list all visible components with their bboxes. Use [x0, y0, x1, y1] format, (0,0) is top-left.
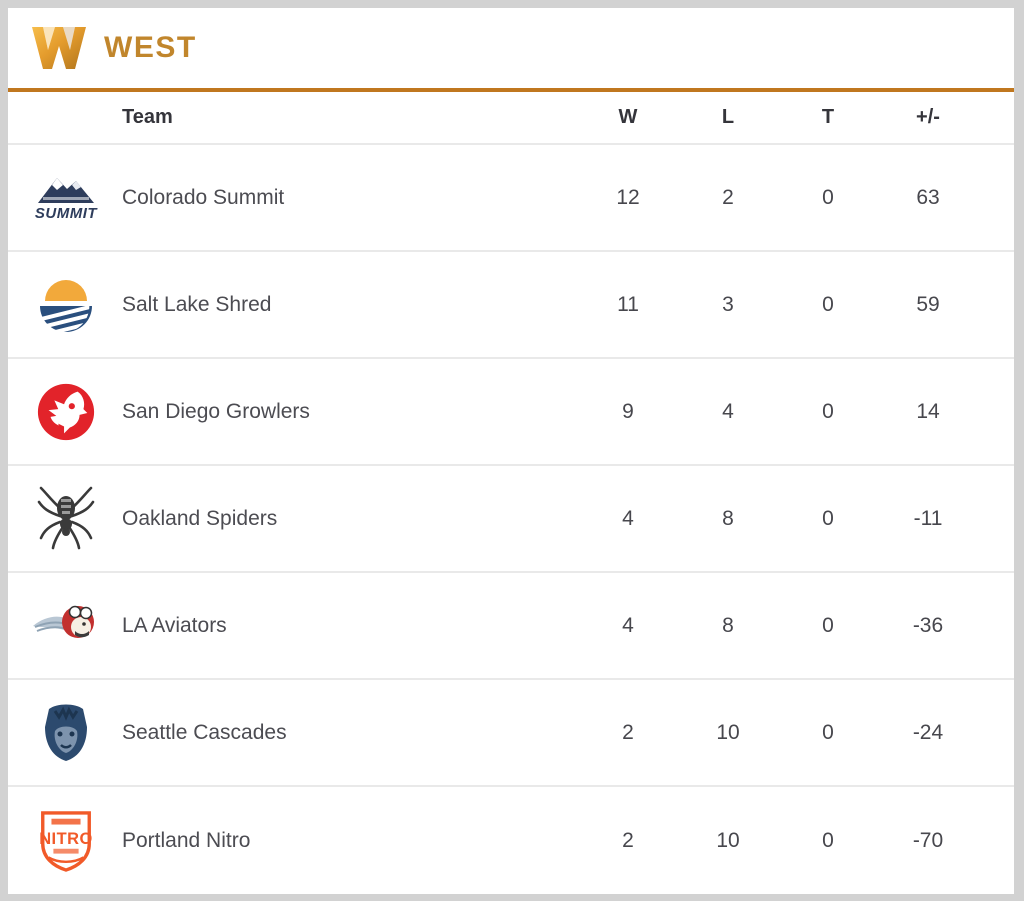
losses-value: 8 — [722, 613, 734, 637]
losses-value: 2 — [722, 185, 734, 209]
ties-value: 0 — [822, 185, 834, 209]
standings-rows: SUMMIT Colorado Summit 12 2 0 63 Salt La… — [8, 145, 1014, 894]
team-name: Colorado Summit — [122, 185, 285, 209]
la-aviators-logo — [28, 584, 104, 668]
losses-value: 10 — [716, 828, 740, 852]
wins-value: 2 — [622, 828, 634, 852]
team-name: LA Aviators — [122, 613, 227, 637]
ties-value: 0 — [822, 828, 834, 852]
ties-value: 0 — [822, 399, 834, 423]
portland-nitro-logo: NITRO — [28, 799, 104, 883]
team-cell: San Diego Growlers — [8, 370, 578, 454]
team-name: Salt Lake Shred — [122, 292, 272, 316]
ties-value: 0 — [822, 506, 834, 530]
san-diego-growlers-logo — [28, 370, 104, 454]
svg-text:SUMMIT: SUMMIT — [35, 205, 98, 222]
wins-value: 9 — [622, 399, 634, 423]
plus-minus-value: 63 — [916, 185, 940, 209]
table-row[interactable]: Seattle Cascades 2 10 0 -24 — [8, 680, 1014, 787]
ties-value: 0 — [822, 613, 834, 637]
table-row[interactable]: Oakland Spiders 4 8 0 -11 — [8, 466, 1014, 573]
table-row[interactable]: LA Aviators 4 8 0 -36 — [8, 573, 1014, 680]
team-cell: LA Aviators — [8, 584, 578, 668]
ties-value: 0 — [822, 292, 834, 316]
wins-value: 4 — [622, 613, 634, 637]
losses-value: 8 — [722, 506, 734, 530]
plus-minus-value: -24 — [912, 720, 944, 744]
team-name: San Diego Growlers — [122, 399, 310, 423]
plus-minus-value: -11 — [913, 506, 943, 530]
wins-value: 2 — [622, 720, 634, 744]
column-header-plus-minus: +/- — [916, 106, 940, 128]
w-division-icon — [32, 27, 86, 69]
team-cell: Seattle Cascades — [8, 691, 578, 775]
losses-value: 10 — [716, 720, 740, 744]
team-cell: SUMMIT Colorado Summit — [8, 156, 578, 240]
plus-minus-value: 59 — [916, 292, 940, 316]
salt-lake-shred-logo — [28, 263, 104, 347]
seattle-cascades-logo — [28, 691, 104, 775]
column-header-wins: W — [618, 106, 638, 128]
ties-value: 0 — [822, 720, 834, 744]
plus-minus-value: -36 — [912, 613, 944, 637]
table-row[interactable]: Salt Lake Shred 11 3 0 59 — [8, 252, 1014, 359]
svg-text:NITRO: NITRO — [39, 829, 93, 847]
losses-value: 4 — [722, 399, 734, 423]
standings-card: WEST Team W L T +/- SUMMIT Colorado Summ… — [8, 8, 1014, 894]
losses-value: 3 — [722, 292, 734, 316]
team-name: Oakland Spiders — [122, 506, 278, 530]
plus-minus-value: -70 — [912, 828, 944, 852]
column-header-team: Team — [122, 106, 173, 128]
wins-value: 12 — [616, 185, 640, 209]
column-header-losses: L — [721, 106, 735, 128]
oakland-spiders-logo — [28, 477, 104, 561]
wins-value: 11 — [617, 292, 639, 316]
column-header-ties: T — [821, 106, 835, 128]
division-accent-bar — [8, 88, 1014, 92]
division-title: WEST — [104, 31, 197, 64]
plus-minus-value: 14 — [916, 399, 940, 423]
team-name: Portland Nitro — [122, 828, 251, 852]
team-cell: Oakland Spiders — [8, 477, 578, 561]
wins-value: 4 — [622, 506, 634, 530]
team-cell: Salt Lake Shred — [8, 263, 578, 347]
division-header: WEST — [8, 8, 1014, 88]
team-cell: NITRO Portland Nitro — [8, 799, 578, 883]
table-row[interactable]: NITRO Portland Nitro 2 10 0 -70 — [8, 787, 1014, 894]
colorado-summit-logo: SUMMIT — [28, 156, 104, 240]
table-header-row: Team W L T +/- — [8, 92, 1014, 145]
table-row[interactable]: SUMMIT Colorado Summit 12 2 0 63 — [8, 145, 1014, 252]
team-name: Seattle Cascades — [122, 720, 287, 744]
table-row[interactable]: San Diego Growlers 9 4 0 14 — [8, 359, 1014, 466]
